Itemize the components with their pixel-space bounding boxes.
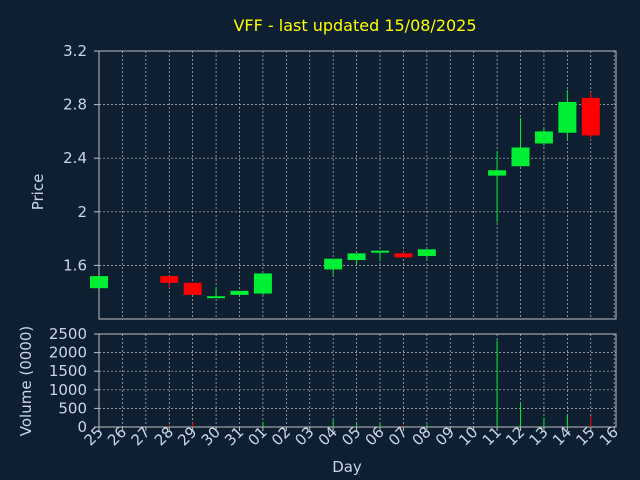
price-tick-label: 1.6: [63, 256, 87, 274]
candle-body: [324, 258, 343, 270]
price-tick-label: 2.4: [63, 149, 87, 167]
candle-body: [90, 276, 108, 289]
volume-tick-label: 1000: [49, 381, 87, 399]
volume-panel: 2500200015001000500025262728293031010203…: [49, 325, 622, 449]
candle-body: [207, 296, 226, 299]
candle-body: [253, 273, 272, 294]
candle-body: [371, 250, 390, 253]
candle-body: [511, 147, 530, 167]
volume-tick-label: 500: [58, 399, 87, 417]
price-tick-label: 3.2: [63, 42, 87, 60]
price-tick-label: 2.8: [63, 96, 87, 114]
price-panel: 3.2 2.8 2.4 2 1.6: [63, 42, 617, 320]
price-axis-label: Price: [29, 174, 47, 211]
candle-body: [394, 253, 413, 258]
price-tick-label: 2: [77, 203, 87, 221]
volume-axis-label: Volume (0000): [17, 326, 35, 436]
candle-body: [417, 249, 436, 257]
price-plot-frame: [98, 50, 617, 320]
candle-body: [230, 290, 249, 295]
volume-plot-frame: [98, 333, 617, 428]
candle-body: [160, 276, 179, 283]
candle-body: [183, 282, 202, 295]
chart-title: VFF - last updated 15/08/2025: [233, 16, 476, 35]
candle-body: [347, 253, 366, 261]
volume-tick-label: 0: [77, 418, 87, 436]
candle-body: [534, 131, 553, 144]
volume-tick-label: 1500: [49, 362, 87, 380]
candle-body: [488, 170, 507, 176]
x-axis-label: Day: [332, 458, 362, 476]
candle-body: [581, 97, 600, 136]
candle-body: [558, 101, 577, 133]
volume-tick-label: 2000: [49, 344, 87, 362]
volume-tick-label: 2500: [49, 325, 87, 343]
